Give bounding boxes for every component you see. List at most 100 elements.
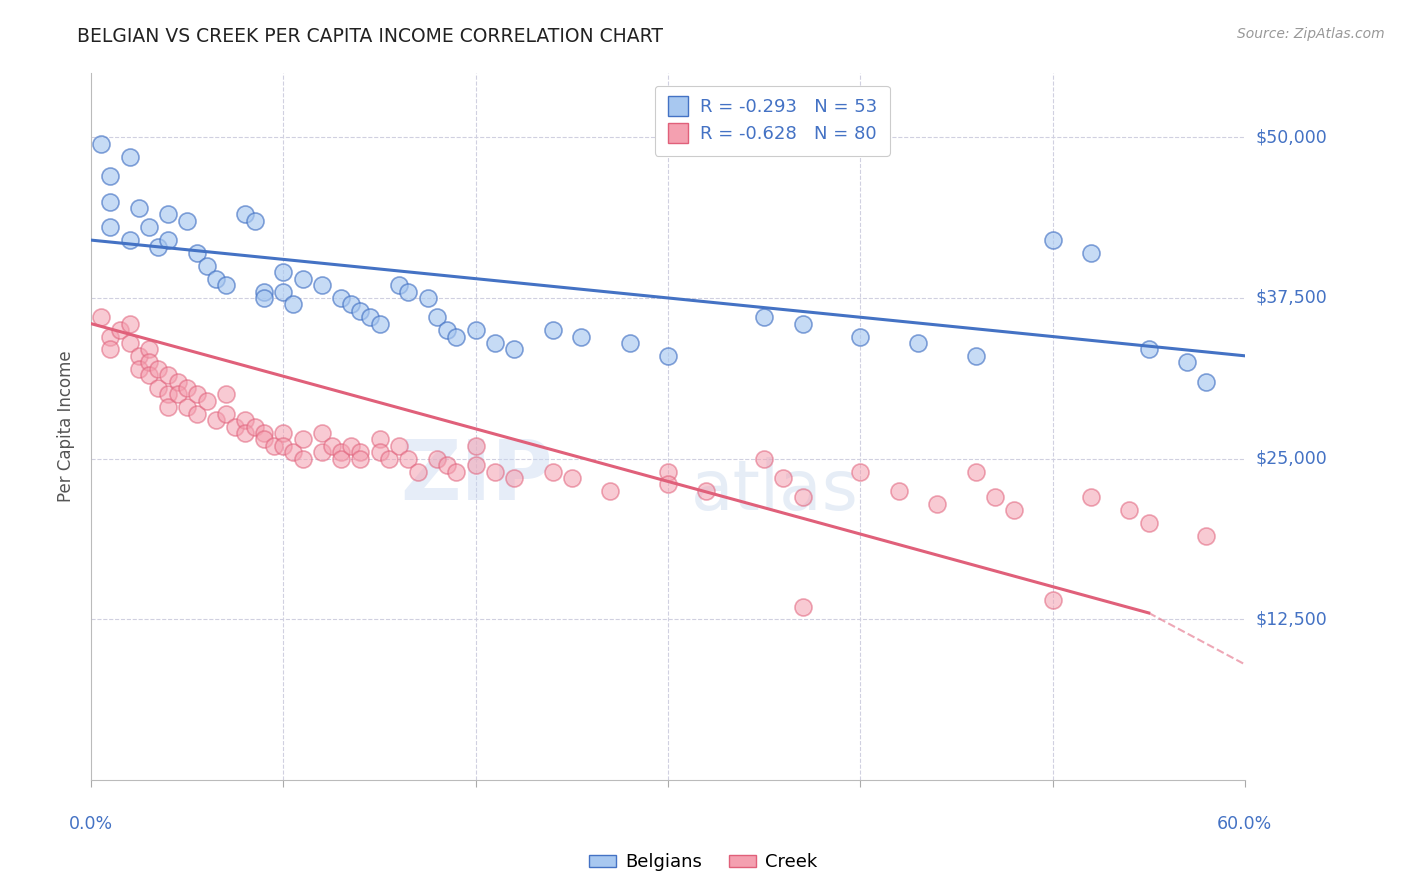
Point <box>426 310 449 325</box>
Point <box>205 413 228 427</box>
Point <box>176 401 198 415</box>
Point <box>599 483 621 498</box>
Point <box>339 439 361 453</box>
Point <box>311 278 333 293</box>
Point <box>349 303 371 318</box>
Point <box>484 335 506 350</box>
Point <box>215 407 238 421</box>
Point <box>138 220 160 235</box>
Point <box>128 361 150 376</box>
Point <box>330 445 353 459</box>
Point <box>186 407 208 421</box>
Point <box>311 425 333 440</box>
Point <box>849 465 872 479</box>
Point <box>484 465 506 479</box>
Point <box>965 349 987 363</box>
Point <box>224 419 246 434</box>
Point <box>138 355 160 369</box>
Text: $37,500: $37,500 <box>1256 289 1327 307</box>
Point <box>330 291 353 305</box>
Text: $25,000: $25,000 <box>1256 450 1327 467</box>
Point <box>1042 233 1064 247</box>
Text: atlas: atlas <box>692 457 859 524</box>
Point <box>291 433 314 447</box>
Point <box>368 317 391 331</box>
Point <box>148 239 170 253</box>
Text: $50,000: $50,000 <box>1256 128 1327 146</box>
Point <box>359 310 381 325</box>
Y-axis label: Per Capita Income: Per Capita Income <box>58 351 75 502</box>
Point <box>446 465 468 479</box>
Point <box>349 451 371 466</box>
Point <box>619 335 641 350</box>
Point <box>233 207 256 221</box>
Point <box>1137 343 1160 357</box>
Point <box>148 381 170 395</box>
Point <box>157 368 180 383</box>
Point <box>464 439 486 453</box>
Text: BELGIAN VS CREEK PER CAPITA INCOME CORRELATION CHART: BELGIAN VS CREEK PER CAPITA INCOME CORRE… <box>77 27 664 45</box>
Point <box>157 233 180 247</box>
Point <box>273 265 295 279</box>
Point <box>388 278 411 293</box>
Point <box>349 445 371 459</box>
Point <box>157 207 180 221</box>
Point <box>281 297 304 311</box>
Point <box>436 458 458 472</box>
Point <box>281 445 304 459</box>
Point <box>176 381 198 395</box>
Point <box>330 451 353 466</box>
Text: ZIP: ZIP <box>401 435 553 516</box>
Point <box>321 439 343 453</box>
Point <box>378 451 401 466</box>
Point <box>195 259 218 273</box>
Point <box>541 323 564 337</box>
Point <box>263 439 285 453</box>
Legend: R = -0.293   N = 53, R = -0.628   N = 80: R = -0.293 N = 53, R = -0.628 N = 80 <box>655 86 890 156</box>
Point <box>195 393 218 408</box>
Point <box>368 433 391 447</box>
Point <box>657 477 679 491</box>
Point <box>138 343 160 357</box>
Point <box>176 214 198 228</box>
Point <box>436 323 458 337</box>
Point <box>1118 503 1140 517</box>
Point <box>128 349 150 363</box>
Point <box>90 310 112 325</box>
Point <box>1195 529 1218 543</box>
Point <box>215 387 238 401</box>
Point <box>388 439 411 453</box>
Point <box>1137 516 1160 530</box>
Point <box>118 335 141 350</box>
Point <box>416 291 439 305</box>
Point <box>1042 593 1064 607</box>
Point <box>792 490 814 504</box>
Point <box>100 220 122 235</box>
Point <box>339 297 361 311</box>
Point <box>907 335 929 350</box>
Point <box>273 439 295 453</box>
Point <box>571 329 593 343</box>
Point <box>772 471 794 485</box>
Point <box>311 445 333 459</box>
Point <box>157 401 180 415</box>
Point <box>396 285 419 299</box>
Text: 0.0%: 0.0% <box>69 815 114 833</box>
Point <box>243 214 266 228</box>
Point <box>695 483 717 498</box>
Point <box>396 451 419 466</box>
Point <box>657 465 679 479</box>
Point <box>215 278 238 293</box>
Point <box>118 317 141 331</box>
Text: $12,500: $12,500 <box>1256 610 1327 628</box>
Point <box>1080 490 1102 504</box>
Point <box>253 425 276 440</box>
Point <box>128 201 150 215</box>
Point <box>1195 375 1218 389</box>
Point <box>849 329 872 343</box>
Point <box>291 271 314 285</box>
Point <box>368 445 391 459</box>
Point <box>273 425 295 440</box>
Point <box>90 136 112 151</box>
Point <box>927 497 949 511</box>
